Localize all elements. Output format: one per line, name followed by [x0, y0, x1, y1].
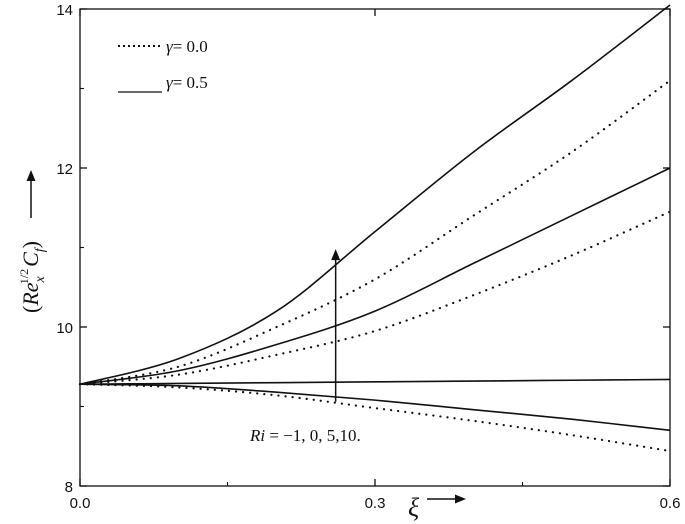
- y-tick-label: 10: [56, 320, 73, 337]
- legend-entry-2: γ= 0.5: [166, 73, 208, 92]
- ticks-layer: 0.0 0.3 0.6 8 10 12 14: [56, 2, 680, 512]
- y-tick-label: 8: [65, 479, 73, 496]
- ri-annotation: Ri = −1, 0, 5,10.: [249, 426, 361, 445]
- ri-arrowhead: [331, 249, 341, 261]
- series-line-2-dotted: [78, 79, 672, 386]
- series-line-3-solid: [79, 167, 671, 386]
- series-line-1-solid: [79, 4, 671, 386]
- series-line-5-solid: [79, 378, 671, 386]
- y-axis-label: (Rex1/2Cf): [17, 170, 48, 313]
- y-tick-label: 14: [56, 2, 73, 19]
- x-tick-label: 0.6: [660, 495, 681, 512]
- x-tick-label: 0.3: [365, 495, 386, 512]
- ri-arrow: [331, 249, 341, 402]
- x-tick-label: 0.0: [70, 495, 91, 512]
- y-axis-title: (Rex1/2Cf): [17, 241, 48, 313]
- series-line-6-solid: [79, 383, 671, 432]
- series-layer: [78, 4, 672, 453]
- x-axis-label-arrowhead: [455, 494, 466, 504]
- legend: γ= 0.0 γ= 0.5: [118, 37, 208, 93]
- legend-entry-1: γ= 0.0: [166, 37, 208, 56]
- y-tick-label: 12: [56, 161, 73, 178]
- x-axis-label: ξ: [408, 493, 466, 522]
- y-axis-label-arrowhead: [26, 170, 36, 181]
- x-axis-title: ξ: [408, 493, 420, 522]
- series-line-4-dotted: [78, 210, 672, 386]
- series-line-7-dotted: [78, 383, 672, 453]
